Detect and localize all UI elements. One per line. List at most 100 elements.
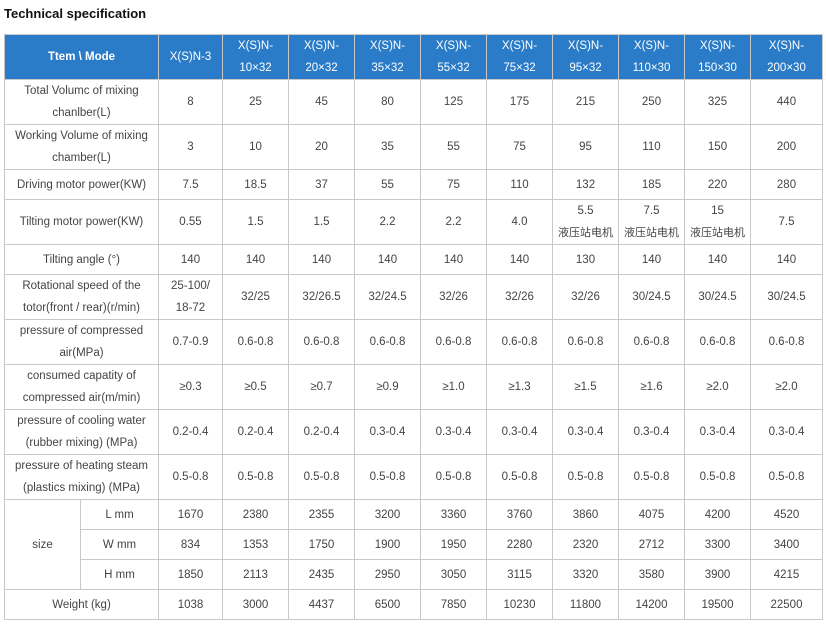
table-row: pressure of cooling water (rubber mixing)…: [4, 409, 823, 455]
value-cell: 0.5-0.8: [618, 454, 685, 500]
cell-line: 37: [315, 178, 328, 191]
value-cell: 5.5 液压站电机: [552, 199, 619, 245]
value-cell: 175: [486, 79, 553, 125]
cell-line: 0.2-0.4: [303, 426, 340, 438]
cell-line: 110: [642, 141, 661, 153]
cell-line: 0.6-0.8: [633, 336, 670, 348]
size-dimension-label: W mm: [80, 529, 159, 560]
cell-line: 30/24.5: [698, 291, 737, 303]
size-dimension-label: L mm: [80, 499, 159, 530]
value-cell: 140: [486, 244, 553, 275]
cell-line: chanlber(L): [52, 107, 111, 119]
value-cell: 32/26: [420, 274, 487, 320]
cell-line: 0.5-0.8: [237, 471, 274, 483]
cell-line: 20: [315, 141, 328, 153]
size-label: size: [4, 499, 81, 590]
cell-line: 0.2-0.4: [172, 426, 209, 438]
model-header: X(S)N- 55×32: [420, 34, 487, 80]
value-cell: 0.5-0.8: [288, 454, 355, 500]
cell-line: 55×32: [437, 62, 470, 74]
value-cell: 10230: [486, 589, 553, 620]
model-header: X(S)N- 75×32: [486, 34, 553, 80]
value-cell: 4.0: [486, 199, 553, 245]
value-cell: 0.6-0.8: [684, 319, 751, 365]
cell-line: pressure of cooling water: [17, 415, 146, 427]
cell-line: 0.5-0.8: [369, 471, 406, 483]
cell-line: 0.6-0.8: [237, 336, 274, 348]
cell-line: 140: [641, 253, 662, 266]
value-cell: 1900: [354, 529, 421, 560]
table-row: Tilting motor power(KW) 0.55 1.5 1.5 2.2 2.2 4…: [4, 199, 823, 245]
value-cell: 0.5-0.8: [552, 454, 619, 500]
table-row: pressure of heating steam (plastics mixin…: [4, 454, 823, 500]
value-cell: 140: [288, 244, 355, 275]
cell-line: 0.6-0.8: [501, 336, 538, 348]
value-cell: 3400: [750, 529, 823, 560]
cell-line: 0.3-0.4: [567, 426, 604, 438]
cell-line: X(S)N-: [633, 40, 670, 52]
value-cell: 834: [158, 529, 223, 560]
value-cell: 2380: [222, 499, 289, 530]
value-cell: ≥2.0: [684, 364, 751, 410]
value-cell: 3200: [354, 499, 421, 530]
value-cell: 3320: [552, 559, 619, 590]
value-cell: 200: [750, 124, 823, 170]
value-cell: 4437: [288, 589, 355, 620]
cell-line: 45: [315, 96, 328, 108]
value-cell: 37: [288, 169, 355, 200]
value-cell: 140: [158, 244, 223, 275]
value-cell: 0.3-0.4: [354, 409, 421, 455]
cell-line: X(S)N-: [303, 40, 340, 52]
cell-line: (plastics mixing) (MPa): [23, 482, 140, 494]
cell-line: 18.5: [244, 178, 267, 191]
value-cell: 3580: [618, 559, 685, 590]
value-cell: ≥1.5: [552, 364, 619, 410]
value-cell: 110: [486, 169, 553, 200]
cell-line: 0.5-0.8: [633, 471, 670, 483]
cell-line: 125: [443, 96, 464, 108]
value-cell: 0.2-0.4: [222, 409, 289, 455]
value-cell: 6500: [354, 589, 421, 620]
value-cell: 0.3-0.4: [486, 409, 553, 455]
value-cell: 0.55: [158, 199, 223, 245]
cell-line: 32/26: [439, 291, 468, 303]
value-cell: 140: [618, 244, 685, 275]
value-cell: 25: [222, 79, 289, 125]
model-header: X(S)N- 20×32: [288, 34, 355, 80]
cell-line: 0.7-0.9: [172, 336, 209, 348]
value-cell: 30/24.5: [618, 274, 685, 320]
cell-line: 25-100/: [170, 280, 210, 292]
value-cell: 7850: [420, 589, 487, 620]
cell-line: 0.6-0.8: [369, 336, 406, 348]
cell-line: 132: [575, 178, 596, 191]
value-cell: 0.7-0.9: [158, 319, 223, 365]
cell-line: Working Volume of mixing: [15, 130, 148, 142]
value-cell: 1850: [158, 559, 223, 590]
cell-line: 140: [311, 253, 332, 266]
cell-line: 110×30: [632, 62, 671, 74]
value-cell: 80: [354, 79, 421, 125]
value-cell: 30/24.5: [750, 274, 823, 320]
cell-line: 32/25: [241, 291, 270, 303]
value-cell: 130: [552, 244, 619, 275]
cell-line: 7.5: [778, 216, 795, 228]
cell-line: ≥0.5: [244, 381, 267, 393]
cell-line: 440: [776, 96, 797, 108]
cell-line: 95×32: [569, 62, 602, 74]
value-cell: 25-100/18-72: [158, 274, 223, 320]
value-cell: 19500: [684, 589, 751, 620]
value-cell: 0.5-0.8: [684, 454, 751, 500]
cell-line: 140: [245, 253, 266, 266]
cell-line: 200: [776, 141, 797, 153]
model-header: X(S)N- 110×30: [618, 34, 685, 80]
cell-line: 0.5-0.8: [699, 471, 736, 483]
value-cell: 0.3-0.4: [750, 409, 823, 455]
value-cell: 0.5-0.8: [486, 454, 553, 500]
value-cell: 140: [354, 244, 421, 275]
cell-line: ≥2.0: [706, 381, 729, 393]
value-cell: 8: [158, 79, 223, 125]
value-cell: 1.5: [222, 199, 289, 245]
value-cell: 132: [552, 169, 619, 200]
cell-line: 0.6-0.8: [435, 336, 472, 348]
value-cell: ≥1.3: [486, 364, 553, 410]
